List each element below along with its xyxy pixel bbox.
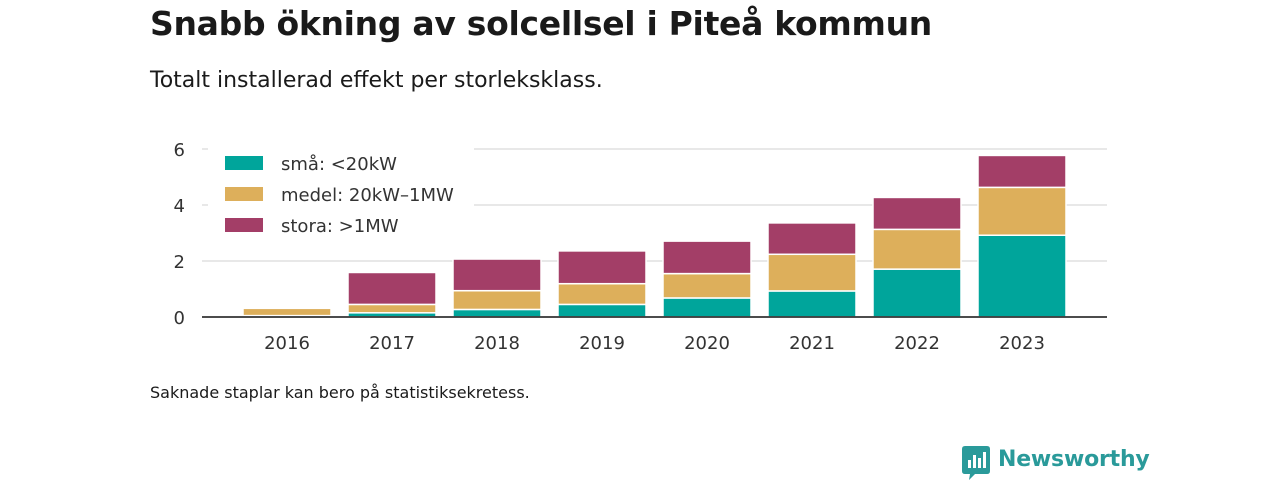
x-tick-label: 2019 [579,333,625,354]
bar-segment-2022-series-2 [872,228,962,270]
chart-subtitle: Totalt installerad effekt per storlekskl… [150,68,603,93]
bar-segment-2023-series-1 [977,234,1067,318]
x-tick-label: 2017 [369,333,415,354]
chart-title: Snabb ökning av solcellsel i Piteå kommu… [150,4,932,43]
bar-segment-2016-series-2 [242,307,332,317]
bar-segment-2023-series-3 [977,154,1067,189]
brand-name: Newsworthy [998,447,1150,472]
bars [242,154,1067,318]
bar-segment-2021-series-1 [767,290,857,318]
legend: små: <20kW medel: 20kW–1MW stora: >1MW [208,147,474,243]
legend-label: medel: 20kW–1MW [281,185,454,206]
bar-segment-2021-series-3 [767,222,857,256]
bar-segment-2018-series-3 [452,258,542,292]
bar-segment-2018-series-2 [452,289,542,311]
x-tick-label: 2021 [789,333,835,354]
bar-segment-2019-series-2 [557,282,647,306]
bar-segment-2020-series-3 [662,240,752,275]
bar-segment-2021-series-2 [767,253,857,292]
y-axis-ticks: 0 2 4 6 [174,140,185,329]
bar-segment-2020-series-2 [662,272,752,299]
legend-label: stora: >1MW [281,216,399,237]
x-tick-label: 2022 [894,333,940,354]
legend-swatch [225,218,263,232]
x-tick-label: 2023 [999,333,1045,354]
bar-segment-2023-series-2 [977,186,1067,236]
x-tick-label: 2016 [264,333,310,354]
bar-segment-2018-series-1 [452,308,542,318]
bar-segment-2022-series-3 [872,196,962,231]
bar-segment-2017-series-2 [347,303,437,314]
bar-segment-2017-series-3 [347,271,437,306]
legend-label: små: <20kW [281,154,397,175]
legend-swatch [225,187,263,201]
y-tick-label: 6 [174,140,185,161]
stacked-bar-chart: 0 2 4 6 2016 2017 2018 2019 2020 2021 2022 2023 sm… [174,140,1107,354]
legend-swatch [225,156,263,170]
footnote: Saknade staplar kan bero på statistiksek… [150,383,530,402]
bar-segment-2019-series-1 [557,303,647,318]
x-axis-ticks: 2016 2017 2018 2019 2020 2021 2022 2023 [264,333,1045,354]
x-tick-label: 2020 [684,333,730,354]
bar-segment-2022-series-1 [872,268,962,318]
y-tick-label: 4 [174,196,185,217]
brand-logo[interactable]: Newsworthy [962,446,1150,480]
bar-segment-2019-series-3 [557,250,647,285]
y-tick-label: 0 [174,308,185,329]
x-tick-label: 2018 [474,333,520,354]
newsworthy-logo-icon [962,446,990,480]
bar-segment-2020-series-1 [662,297,752,318]
y-tick-label: 2 [174,252,185,273]
